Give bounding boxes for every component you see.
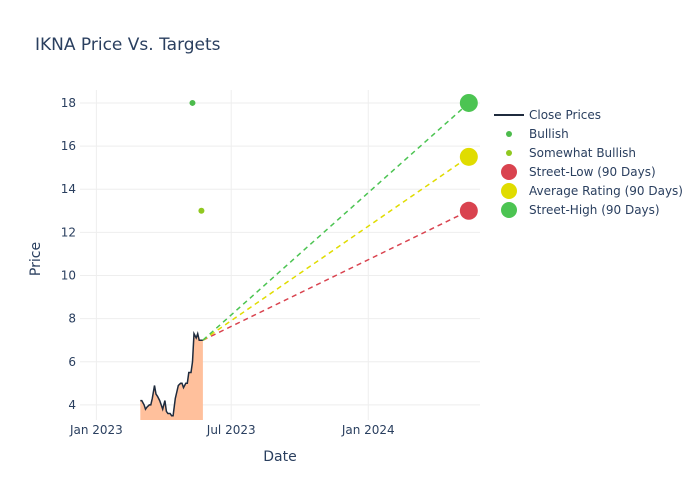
legend-label: Average Rating (90 Days) (529, 184, 683, 198)
y-tick-label: 8 (68, 312, 76, 326)
fill-layer (140, 333, 203, 420)
grid-layer (80, 90, 480, 420)
y-tick-label: 4 (68, 398, 76, 412)
bullish-marker (189, 99, 196, 106)
legend-dot-swatch (501, 164, 517, 180)
legend-dot-swatch (501, 202, 517, 218)
y-axis-title: Price (28, 242, 44, 276)
legend-label: Close Prices (529, 108, 601, 122)
y-tick-label: 6 (68, 355, 76, 369)
legend-label: Bullish (529, 127, 569, 141)
close-price-area (140, 333, 203, 420)
legend-dot-swatch (506, 150, 512, 156)
legend-label: Street-Low (90 Days) (529, 165, 656, 179)
x-tick-label: Jul 2023 (206, 423, 256, 437)
y-tick-label: 18 (61, 96, 76, 110)
legend-dot-swatch (501, 183, 517, 199)
close-price-line (140, 330, 203, 417)
legend-label: Somewhat Bullish (529, 146, 636, 160)
y-tick-label: 16 (61, 139, 76, 153)
axis-layer: 4 6 8 10 12 14 16 18 Jan 2023 Jul 2023 Jan 2024 (61, 96, 395, 437)
y-tick-label: 14 (61, 182, 76, 196)
marker-layer (189, 93, 478, 220)
average-rating-target-marker (459, 147, 478, 166)
legend[interactable]: Close Prices Bullish Somewhat Bullish Stree… (494, 108, 683, 218)
street-low-projection-line (202, 210, 470, 341)
legend-dot-swatch (506, 131, 512, 137)
y-tick-label: 12 (61, 225, 76, 239)
x-tick-label: Jan 2024 (341, 423, 395, 437)
y-tick-label: 10 (61, 268, 76, 282)
street-high-target-marker (459, 93, 478, 112)
street-low-target-marker (459, 201, 478, 220)
chart-title: IKNA Price Vs. Targets (35, 35, 221, 55)
x-tick-label: Jan 2023 (69, 423, 123, 437)
legend-label: Street-High (90 Days) (529, 203, 660, 217)
x-axis-title: Date (263, 449, 296, 465)
line-layer (140, 102, 470, 417)
somewhat-bullish-marker (198, 207, 205, 214)
